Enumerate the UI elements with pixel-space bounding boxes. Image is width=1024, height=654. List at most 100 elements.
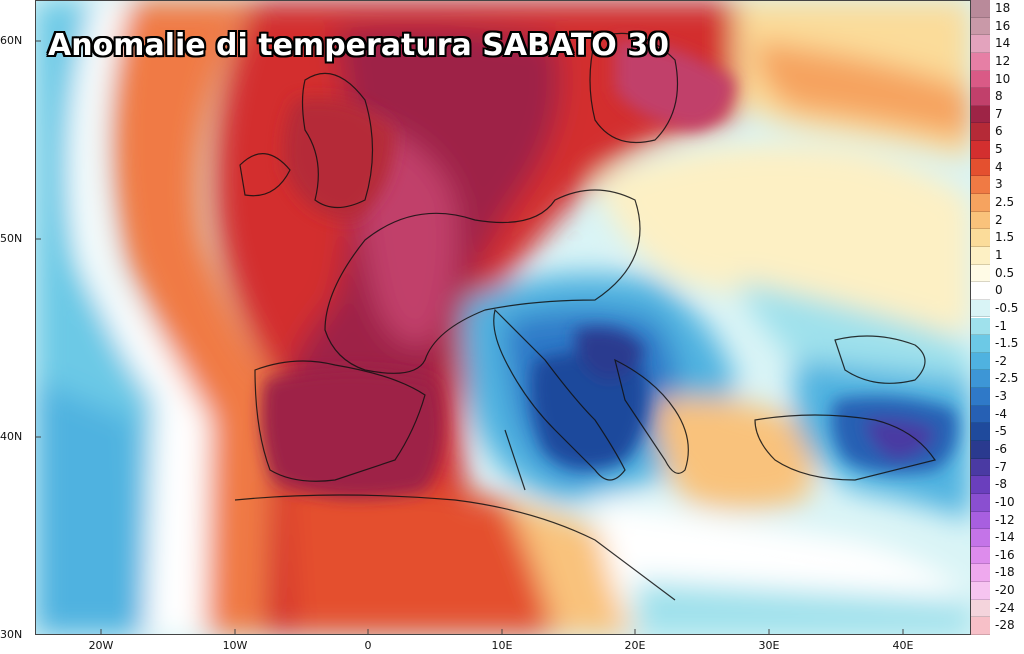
legend-entry: -20 bbox=[971, 582, 1024, 600]
legend-entry: -8 bbox=[971, 476, 1024, 494]
legend-entry: -1 bbox=[971, 317, 1024, 336]
legend-value: -0.5 bbox=[995, 300, 1019, 315]
legend-entry: -2 bbox=[971, 352, 1024, 371]
legend-entry: 14 bbox=[971, 35, 1024, 53]
legend-entry: -3 bbox=[971, 388, 1024, 406]
legend-value: -18 bbox=[995, 565, 1015, 580]
legend-value: -4 bbox=[995, 406, 1007, 421]
legend-swatch bbox=[971, 211, 990, 230]
legend-entry: 7 bbox=[971, 105, 1024, 124]
legend-swatch bbox=[971, 141, 990, 159]
legend-swatch bbox=[971, 546, 990, 565]
legend-swatch bbox=[971, 246, 990, 265]
legend-entry: 2 bbox=[971, 211, 1024, 230]
legend-value: -28 bbox=[995, 618, 1015, 633]
temperature-anomaly-map bbox=[35, 0, 971, 635]
legend-value: -2.5 bbox=[995, 371, 1019, 386]
legend-swatch bbox=[971, 458, 990, 477]
lon-label-0: 0 bbox=[364, 639, 372, 652]
legend-value: 0 bbox=[995, 283, 1003, 298]
legend-swatch bbox=[971, 88, 990, 106]
legend-value: 7 bbox=[995, 106, 1003, 121]
legend-entry: -24 bbox=[971, 599, 1024, 618]
legend-entry: -14 bbox=[971, 529, 1024, 547]
legend-swatch bbox=[971, 299, 990, 318]
lat-label-40n: 40N bbox=[0, 430, 23, 443]
legend-swatch bbox=[971, 423, 990, 441]
legend-value: 18 bbox=[995, 1, 1011, 15]
legend-swatch bbox=[971, 405, 990, 424]
legend-value: 5 bbox=[995, 142, 1003, 157]
legend-swatch bbox=[971, 599, 990, 618]
legend-value: 2.5 bbox=[995, 195, 1015, 210]
legend-entry: -16 bbox=[971, 546, 1024, 565]
legend-value: 12 bbox=[995, 53, 1011, 68]
legend-value: 2 bbox=[995, 212, 1003, 227]
legend-swatch bbox=[971, 582, 990, 600]
legend-swatch bbox=[971, 123, 990, 142]
legend-swatch bbox=[971, 476, 990, 494]
lat-label-60n: 60N bbox=[0, 34, 23, 47]
legend-entry: 1 bbox=[971, 246, 1024, 265]
legend-swatch bbox=[971, 529, 990, 547]
legend-value: -16 bbox=[995, 547, 1015, 562]
legend-swatch bbox=[971, 17, 990, 36]
legend-swatch bbox=[971, 388, 990, 406]
legend-entry: 3 bbox=[971, 176, 1024, 194]
legend-entry: -7 bbox=[971, 458, 1024, 477]
legend-value: 1 bbox=[995, 247, 1003, 262]
legend-swatch bbox=[971, 617, 990, 635]
lat-label-30n: 30N bbox=[0, 628, 23, 641]
legend-swatch bbox=[971, 264, 990, 283]
legend-entry: -5 bbox=[971, 423, 1024, 441]
legend-swatch bbox=[971, 335, 990, 353]
legend-swatch bbox=[971, 370, 990, 389]
legend-value: 0.5 bbox=[995, 265, 1015, 280]
legend-swatch bbox=[971, 352, 990, 371]
legend-entry: 0.5 bbox=[971, 264, 1024, 283]
legend-entry: 8 bbox=[971, 88, 1024, 106]
legend-entry: 1.5 bbox=[971, 229, 1024, 247]
legend-value: -14 bbox=[995, 530, 1015, 545]
legend-entry: 10 bbox=[971, 70, 1024, 89]
legend-swatch bbox=[971, 317, 990, 336]
lon-label-30e: 30E bbox=[758, 639, 780, 652]
legend-entry: -0.5 bbox=[971, 299, 1024, 318]
legend-value: 6 bbox=[995, 124, 1003, 139]
legend-entry: 5 bbox=[971, 141, 1024, 159]
legend-value: -3 bbox=[995, 389, 1007, 404]
legend-swatch bbox=[971, 35, 990, 53]
lon-label-10w: 10W bbox=[222, 639, 248, 652]
legend-value: -7 bbox=[995, 459, 1007, 474]
legend-swatch bbox=[971, 105, 990, 124]
legend-value: -8 bbox=[995, 477, 1007, 492]
legend-entry: 12 bbox=[971, 52, 1024, 71]
legend-swatch bbox=[971, 564, 990, 583]
legend-value: -20 bbox=[995, 583, 1015, 598]
legend-swatch bbox=[971, 70, 990, 89]
legend-value: -6 bbox=[995, 441, 1007, 456]
color-scale-legend: 18 16 14 12 10 8 7 6 5 4 3 2.5 2 1.5 1 0.5 0 -0.5 -1 -1.5 -2… bbox=[971, 0, 1024, 635]
lon-label-10e: 10E bbox=[491, 639, 513, 652]
legend-entry: 4 bbox=[971, 158, 1024, 177]
legend-value: -12 bbox=[995, 512, 1015, 527]
legend-entry: -12 bbox=[971, 511, 1024, 530]
legend-entry: 18 bbox=[971, 0, 1024, 18]
legend-value: -10 bbox=[995, 494, 1015, 509]
legend-swatch bbox=[971, 176, 990, 194]
legend-entry: -1.5 bbox=[971, 335, 1024, 353]
legend-value: -5 bbox=[995, 424, 1007, 439]
legend-value: 8 bbox=[995, 89, 1003, 104]
lon-label-40e: 40E bbox=[892, 639, 914, 652]
legend-entry: -4 bbox=[971, 405, 1024, 424]
lon-label-20w: 20W bbox=[88, 639, 114, 652]
legend-swatch bbox=[971, 52, 990, 71]
legend-swatch bbox=[971, 493, 990, 512]
legend-value: 4 bbox=[995, 159, 1003, 174]
legend-value: 16 bbox=[995, 18, 1011, 33]
legend-entry: -2.5 bbox=[971, 370, 1024, 389]
legend-entry: -10 bbox=[971, 493, 1024, 512]
legend-entry: -6 bbox=[971, 440, 1024, 459]
legend-swatch bbox=[971, 282, 990, 300]
legend-value: 3 bbox=[995, 177, 1003, 192]
